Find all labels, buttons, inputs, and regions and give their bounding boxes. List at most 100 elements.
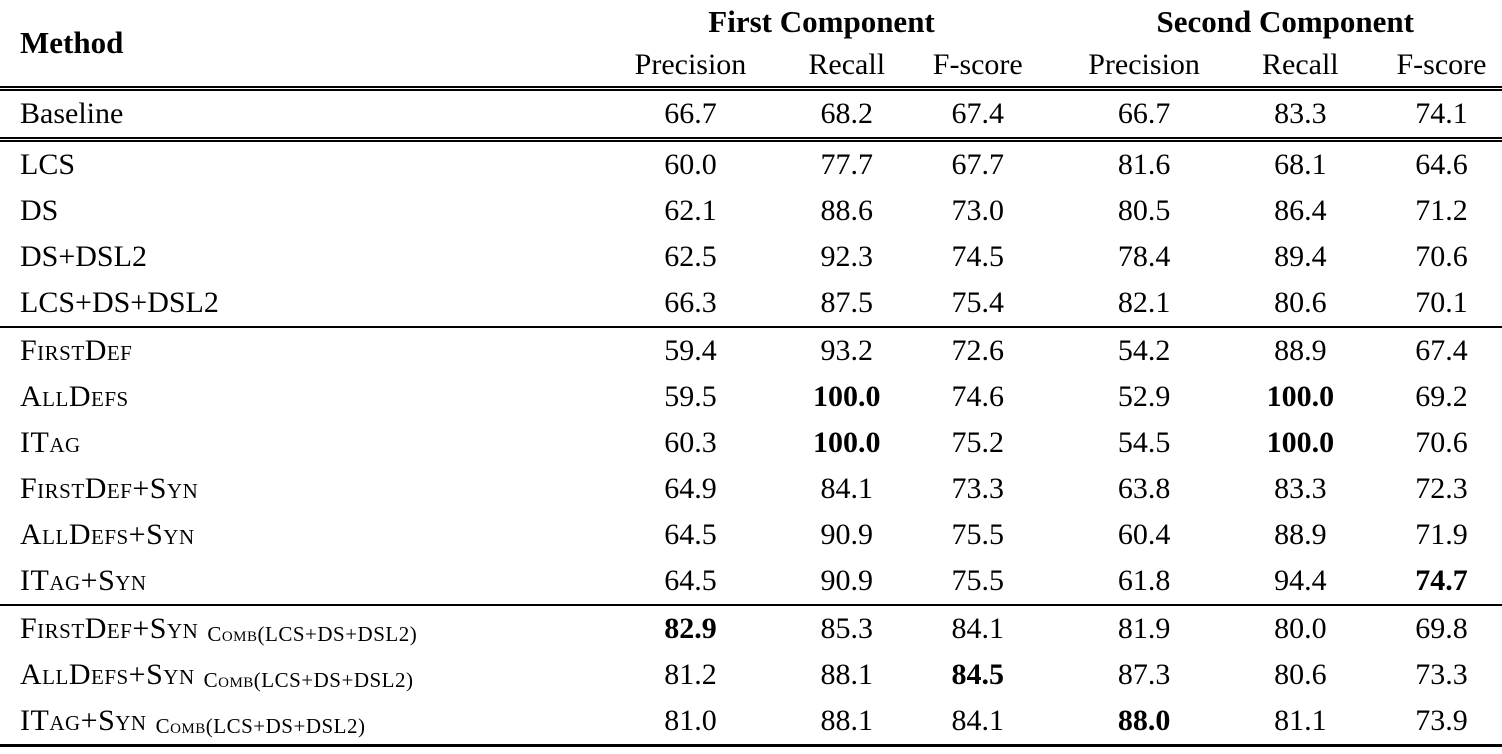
value-cell: 63.8 <box>1117 472 1171 505</box>
value-cell: 74.1 <box>1415 97 1468 130</box>
value-cell: 67.4 <box>951 97 1005 130</box>
method-cell: FirstDef+Syn <box>20 472 199 505</box>
second-recall-header: Recall <box>1262 48 1339 81</box>
column-gap <box>1038 558 1068 605</box>
method-cell: AllDefs <box>20 380 129 413</box>
value-cell: 75.2 <box>951 426 1005 459</box>
value-cell: 64.6 <box>1415 148 1468 181</box>
method-cell: LCS <box>20 148 76 181</box>
value-cell: 94.4 <box>1274 564 1327 597</box>
value-cell: 89.4 <box>1274 240 1327 273</box>
value-cell: 83.3 <box>1274 97 1327 130</box>
column-gap <box>1038 188 1068 234</box>
value-cell: 64.5 <box>664 564 717 597</box>
metric-header-row: Precision Recall F-score Precision Recal… <box>0 44 1502 89</box>
second-precision-header: Precision <box>1088 48 1200 81</box>
value-cell: 82.9 <box>664 612 717 645</box>
value-cell: 100.0 <box>1266 380 1335 413</box>
method-column-header: Method <box>20 25 124 60</box>
value-cell: 72.3 <box>1415 472 1468 505</box>
value-cell: 62.1 <box>664 194 717 227</box>
value-cell: 80.6 <box>1274 658 1327 691</box>
method-cell: LCS+DS+DSL2 <box>20 286 219 319</box>
first-precision-header: Precision <box>634 48 747 81</box>
value-cell: 60.4 <box>1117 518 1171 551</box>
value-cell: 59.5 <box>664 380 717 413</box>
method-cell: ITag+Syn Comb(LCS+DS+DSL2) <box>20 703 366 738</box>
table-row: AllDefs+Syn 64.5 90.9 75.5 60.4 88.9 71.9 <box>0 512 1502 558</box>
value-cell: 84.1 <box>951 704 1005 737</box>
table-row: LCS 60.0 77.7 67.7 81.6 68.1 64.6 <box>0 140 1502 189</box>
value-cell: 88.1 <box>820 658 873 691</box>
value-cell: 84.1 <box>820 472 873 505</box>
column-gap <box>1038 89 1068 140</box>
value-cell: 86.4 <box>1274 194 1327 227</box>
column-gap <box>1038 374 1068 420</box>
first-component-header: First Component <box>708 4 935 39</box>
value-cell: 81.0 <box>664 704 717 737</box>
value-cell: 73.0 <box>951 194 1005 227</box>
value-cell: 87.5 <box>820 286 873 319</box>
method-cell: ITag <box>20 426 81 459</box>
value-cell: 71.2 <box>1415 194 1468 227</box>
value-cell: 52.9 <box>1117 380 1171 413</box>
value-cell: 72.6 <box>951 334 1005 367</box>
value-cell: 67.7 <box>951 148 1005 181</box>
value-cell: 82.1 <box>1117 286 1171 319</box>
value-cell: 100.0 <box>1266 426 1335 459</box>
value-cell: 66.3 <box>664 286 717 319</box>
method-subscript: Comb(LCS+DS+DSL2) <box>203 667 414 692</box>
value-cell: 84.1 <box>951 612 1005 645</box>
table-row: AllDefs 59.5 100.0 74.6 52.9 100.0 69.2 <box>0 374 1502 420</box>
table-row: ITag+Syn 64.5 90.9 75.5 61.8 94.4 74.7 <box>0 558 1502 605</box>
method-subscript: Comb(LCS+DS+DSL2) <box>155 713 366 738</box>
method-cell: FirstDef+Syn Comb(LCS+DS+DSL2) <box>20 611 418 646</box>
table-row: DS+DSL2 62.5 92.3 74.5 78.4 89.4 70.6 <box>0 234 1502 280</box>
value-cell: 88.9 <box>1274 518 1327 551</box>
table-row: FirstDef+Syn Comb(LCS+DS+DSL2) 82.9 85.3 84.… <box>0 605 1502 652</box>
column-gap <box>1038 327 1068 374</box>
value-cell: 100.0 <box>812 380 881 413</box>
value-cell: 81.1 <box>1274 704 1327 737</box>
value-cell: 77.7 <box>820 148 873 181</box>
value-cell: 64.9 <box>664 472 717 505</box>
value-cell: 60.0 <box>664 148 717 181</box>
table-row: ITag 60.3 100.0 75.2 54.5 100.0 70.6 <box>0 420 1502 466</box>
value-cell: 62.5 <box>664 240 717 273</box>
table-row: FirstDef 59.4 93.2 72.6 54.2 88.9 67.4 <box>0 327 1502 374</box>
method-subscript: Comb(LCS+DS+DSL2) <box>207 621 418 646</box>
value-cell: 71.9 <box>1415 518 1468 551</box>
value-cell: 81.9 <box>1117 612 1171 645</box>
value-cell: 69.2 <box>1415 380 1468 413</box>
value-cell: 88.1 <box>820 704 873 737</box>
value-cell: 100.0 <box>812 426 881 459</box>
value-cell: 59.4 <box>664 334 717 367</box>
value-cell: 68.2 <box>820 97 873 130</box>
column-gap <box>1038 698 1068 746</box>
value-cell: 70.6 <box>1415 240 1468 273</box>
value-cell: 87.3 <box>1117 658 1171 691</box>
value-cell: 64.5 <box>664 518 717 551</box>
value-cell: 88.9 <box>1274 334 1327 367</box>
value-cell: 73.3 <box>1415 658 1468 691</box>
table-header: Method First Component Second Component … <box>0 0 1502 89</box>
method-cell: DS+DSL2 <box>20 240 147 273</box>
first-recall-header: Recall <box>808 48 886 81</box>
value-cell: 80.6 <box>1274 286 1327 319</box>
value-cell: 80.5 <box>1117 194 1171 227</box>
value-cell: 81.6 <box>1117 148 1171 181</box>
value-cell: 68.1 <box>1274 148 1327 181</box>
method-cell: FirstDef <box>20 334 133 367</box>
column-gap <box>1038 280 1068 327</box>
table-row: AllDefs+Syn Comb(LCS+DS+DSL2) 81.2 88.1 84.5… <box>0 652 1502 698</box>
value-cell: 88.6 <box>820 194 873 227</box>
column-gap <box>1038 234 1068 280</box>
value-cell: 61.8 <box>1117 564 1171 597</box>
method-cell: AllDefs+Syn Comb(LCS+DS+DSL2) <box>20 657 414 692</box>
table-row: Baseline 66.7 68.2 67.4 66.7 83.3 74.1 <box>0 89 1502 140</box>
value-cell: 75.4 <box>951 286 1005 319</box>
value-cell: 88.0 <box>1117 704 1171 737</box>
value-cell: 54.2 <box>1117 334 1171 367</box>
value-cell: 93.2 <box>820 334 873 367</box>
